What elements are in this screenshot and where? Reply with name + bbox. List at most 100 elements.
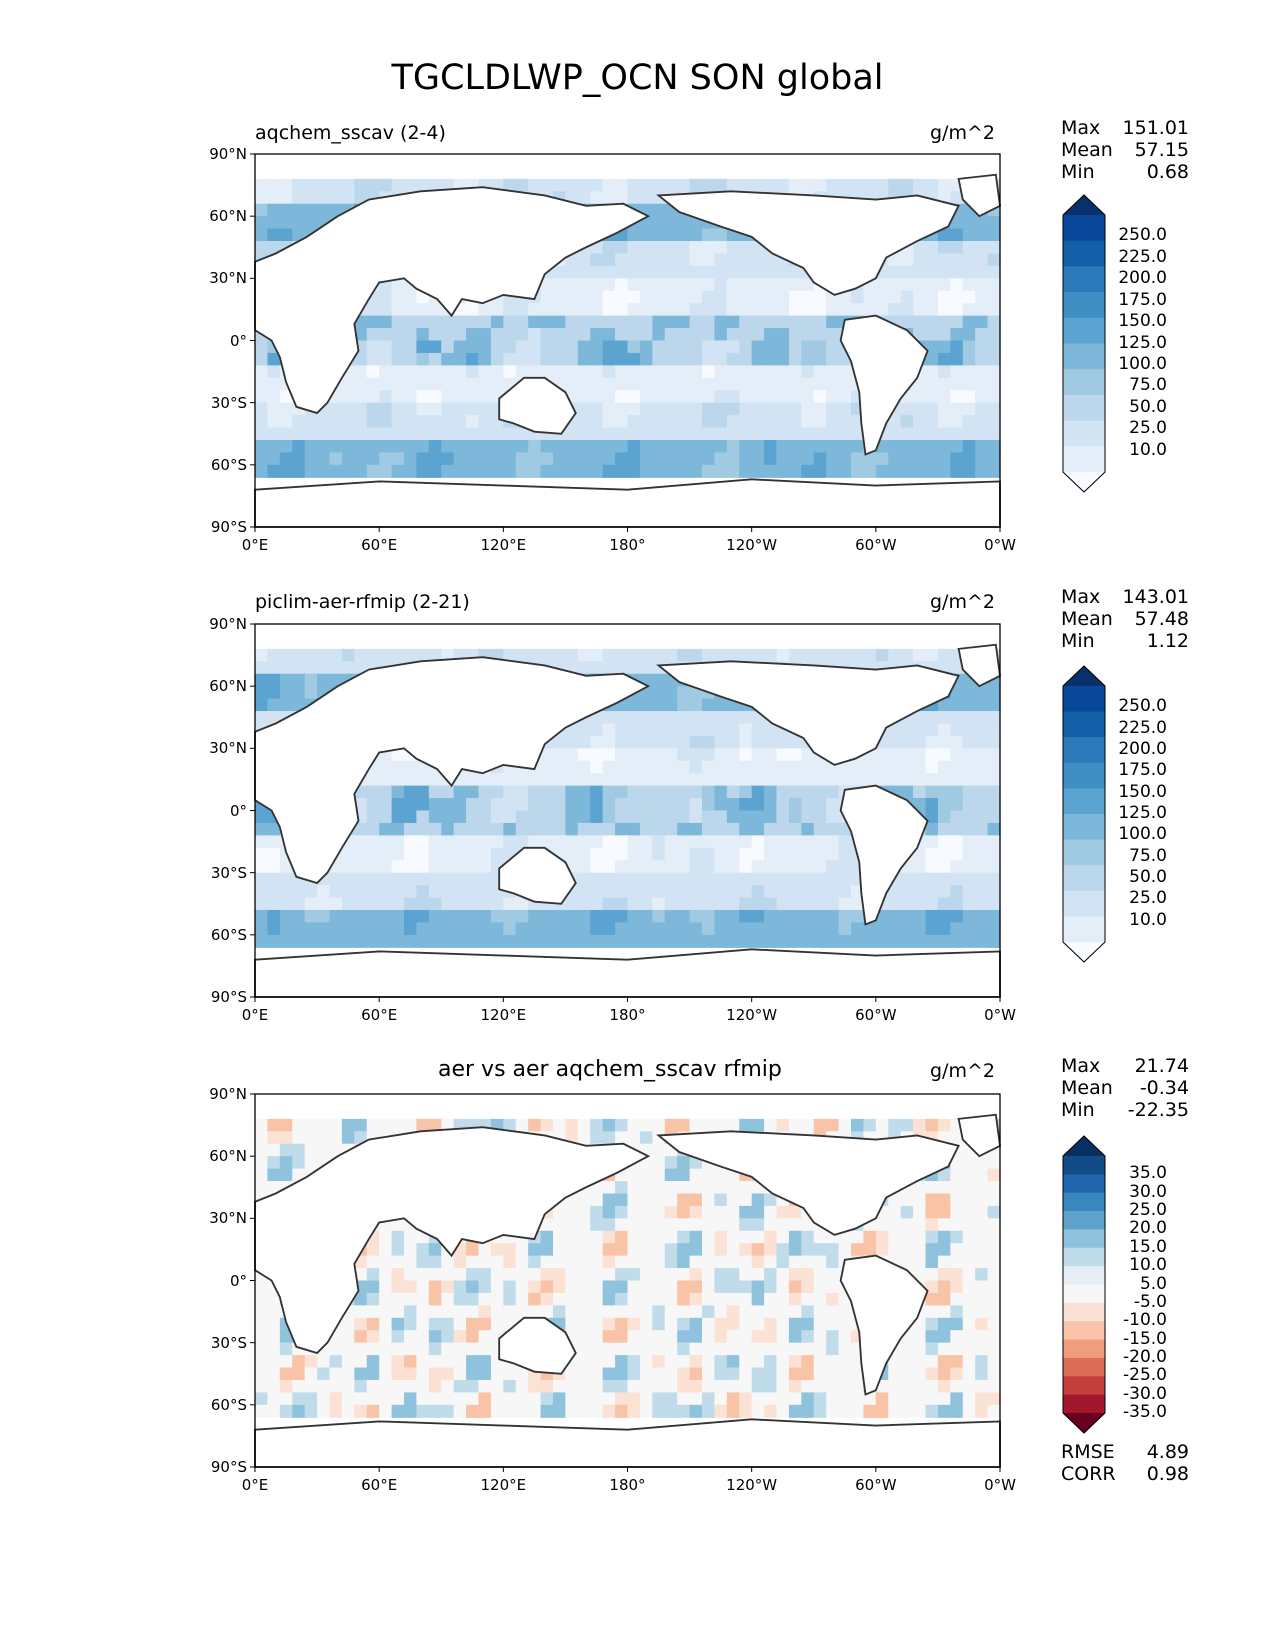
panel-1-stats: Max 151.01 Mean 57.15 Min 0.68 <box>1061 117 1189 183</box>
colorbar-extend-top <box>1063 1136 1105 1156</box>
colorbar-segment <box>1063 1156 1105 1175</box>
colorbar-label: 175.0 <box>1118 289 1167 310</box>
colorbar-segment <box>1063 1302 1105 1322</box>
stat-max-value: 151.01 <box>1122 117 1189 139</box>
y-tick-label: 0° <box>229 331 247 350</box>
colorbar-segment <box>1063 788 1105 815</box>
colorbar-segment <box>1063 240 1105 267</box>
colorbar-segment <box>1063 762 1105 789</box>
colorbar-label: 35.0 <box>1129 1163 1167 1184</box>
x-tick-label: 180° <box>609 1476 646 1494</box>
x-tick-label: 60°E <box>361 1006 398 1024</box>
colorbar-label: 50.0 <box>1129 867 1167 887</box>
colorbar-segment <box>1063 737 1105 764</box>
rmse-label: RMSE <box>1061 1441 1115 1463</box>
colorbar-label: 225.0 <box>1118 246 1167 267</box>
colorbar-label: 200.0 <box>1118 268 1167 289</box>
x-tick-label: 120°W <box>726 1476 778 1494</box>
y-tick-label: 90°S <box>210 518 247 536</box>
x-tick-label: 0°E <box>241 536 269 554</box>
x-tick-label: 60°E <box>361 536 398 554</box>
x-tick-label: 0°E <box>241 1006 269 1024</box>
colorbar-label: 50.0 <box>1129 396 1167 417</box>
stat-min-label: Min <box>1061 161 1095 183</box>
x-tick-label: 0°W <box>984 1476 1016 1494</box>
y-tick-label: 60°N <box>209 677 247 696</box>
stat-max-label: Max <box>1061 586 1101 608</box>
colorbar-segment <box>1063 420 1105 447</box>
colorbar-label: 15.0 <box>1129 1236 1167 1257</box>
x-tick-label: 120°E <box>480 1006 527 1024</box>
colorbar-label: 25.0 <box>1129 1200 1167 1221</box>
x-tick-label: 60°E <box>361 1476 398 1494</box>
colorbar-extend-bottom <box>1063 942 1105 962</box>
colorbar-segment <box>1063 1266 1105 1285</box>
colorbar-label: 250.0 <box>1118 696 1167 717</box>
x-tick-label: 120°E <box>480 536 527 554</box>
colorbar-outline <box>1062 1135 1106 1434</box>
x-tick-label: 60°W <box>855 1006 897 1024</box>
colorbar-label: 10.0 <box>1129 439 1167 460</box>
colorbar-label: -30.0 <box>1123 1383 1167 1404</box>
y-tick-label: 90°N <box>209 145 247 163</box>
y-tick-label: 30°N <box>209 269 247 288</box>
colorbar-label: 75.0 <box>1129 845 1167 866</box>
colorbar-segment <box>1063 1321 1105 1341</box>
colorbar-segment <box>1063 446 1105 473</box>
colorbar-label: 250.0 <box>1118 225 1167 246</box>
colorbar-segment <box>1063 686 1105 713</box>
colorbar-label: 10.0 <box>1129 1255 1167 1276</box>
colorbar-segment <box>1063 1357 1105 1377</box>
panel-2-units: g/m^2 <box>930 591 995 613</box>
colorbar-segment <box>1063 1174 1105 1194</box>
colorbar-label: 200.0 <box>1118 739 1167 759</box>
x-tick-label: 60°W <box>855 1476 897 1494</box>
colorbar-segment <box>1063 916 1105 943</box>
y-tick-label: 30°S <box>210 393 247 412</box>
colorbar-label: 175.0 <box>1118 760 1167 781</box>
colorbar-segment <box>1063 839 1105 866</box>
y-tick-label: 0° <box>229 1271 247 1290</box>
rmse-value: 4.89 <box>1146 1441 1189 1463</box>
colorbar-label: 5.0 <box>1139 1273 1167 1294</box>
stat-min-label: Min <box>1061 630 1095 652</box>
figure-title: TGCLDLWP_OCN SON global <box>391 58 884 98</box>
x-tick-label: 60°W <box>855 536 897 554</box>
y-tick-label: 30°S <box>210 863 247 882</box>
panel-3-units: g/m^2 <box>930 1060 995 1082</box>
colorbar-segment <box>1063 317 1105 344</box>
colorbar-segment <box>1063 1339 1105 1359</box>
y-tick-label: 60°S <box>210 455 247 474</box>
y-tick-label: 60°N <box>209 207 247 226</box>
x-tick-label: 120°W <box>726 1006 778 1024</box>
colorbar-2 <box>1062 665 1106 963</box>
panel-1-units: g/m^2 <box>930 122 995 144</box>
corr-label: CORR <box>1061 1463 1116 1485</box>
panel-2-title: piclim-aer-rfmip (2-21) <box>255 591 470 613</box>
stat-mean-value: 57.48 <box>1134 608 1189 630</box>
colorbar-label: 25.0 <box>1129 418 1167 439</box>
stat-min-value: 1.12 <box>1146 630 1189 652</box>
stat-mean-label: Mean <box>1061 139 1113 161</box>
colorbar-label: 100.0 <box>1118 824 1167 845</box>
panel-3-stats: Max 21.74 Mean -0.34 Min -22.35 <box>1061 1055 1189 1121</box>
y-tick-label: 60°N <box>209 1147 247 1166</box>
stat-mean-value: 57.15 <box>1134 139 1189 161</box>
x-tick-label: 120°W <box>726 536 778 554</box>
colorbar-label: 125.0 <box>1118 803 1167 823</box>
colorbar-segment <box>1063 1247 1105 1267</box>
colorbar-1 <box>1062 194 1106 493</box>
colorbar-segment <box>1063 1376 1105 1396</box>
colorbar-outline <box>1062 194 1106 493</box>
panel-3-title: aer vs aer aqchem_sscav rfmip <box>438 1057 782 1082</box>
colorbar-label: 150.0 <box>1118 781 1167 802</box>
panel-3-footer-stats: RMSE 4.89 CORR 0.98 <box>1061 1441 1189 1485</box>
colorbar-segment <box>1063 292 1105 319</box>
map-panel-2 <box>250 623 1106 1002</box>
colorbar-extend-bottom <box>1063 472 1105 492</box>
colorbar-label: -5.0 <box>1133 1291 1167 1312</box>
colorbar-segment <box>1063 343 1105 370</box>
stat-max-label: Max <box>1061 1055 1101 1077</box>
colorbar-extend-top <box>1063 195 1105 215</box>
